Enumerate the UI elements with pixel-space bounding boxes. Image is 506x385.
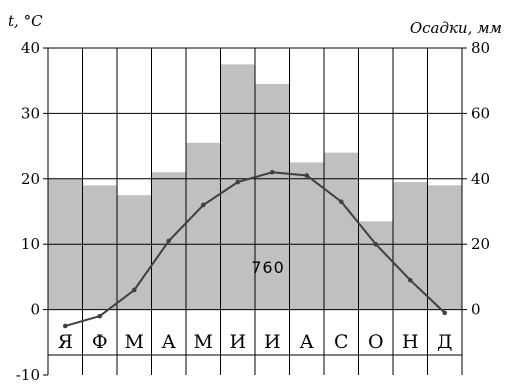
temperature-point [97, 313, 103, 319]
left-tick-label: 10 [21, 235, 40, 253]
temperature-point [269, 169, 275, 175]
precipitation-bar [82, 185, 117, 310]
right-tick-label: 20 [471, 235, 490, 253]
temperature-point [407, 277, 413, 283]
temperature-line-series [62, 169, 448, 329]
right-tick-label: 60 [471, 104, 490, 122]
month-label: М [194, 331, 213, 353]
precipitation-bar [324, 152, 359, 310]
month-label: И [229, 331, 246, 353]
temperature-point [131, 287, 137, 293]
temperature-point [373, 241, 379, 247]
gridlines [43, 47, 467, 376]
precipitation-bar [117, 195, 152, 310]
precipitation-bar [427, 185, 462, 310]
precipitation-bar [289, 162, 324, 310]
temperature-point [166, 238, 172, 244]
month-label: С [334, 331, 349, 353]
temperature-line [65, 171, 446, 327]
temperature-point [200, 202, 206, 208]
month-label: О [368, 331, 384, 353]
month-label: М [125, 331, 144, 353]
temperature-point [62, 323, 68, 329]
month-label: А [300, 331, 315, 353]
precipitation-bar [393, 182, 428, 310]
annual-precipitation-annotation: 760 [251, 258, 285, 277]
right-tick-label: 80 [471, 39, 490, 57]
month-label: Ф [92, 331, 108, 353]
right-tick-label: 0 [471, 301, 481, 319]
month-label: Я [58, 331, 73, 353]
month-label: Н [402, 331, 419, 353]
temperature-point [338, 199, 344, 204]
left-tick-label: 20 [21, 170, 40, 188]
precipitation-bar [186, 142, 221, 310]
right-axis-title: Осадки, мм [410, 19, 502, 37]
month-label: Д [437, 331, 452, 353]
left-axis-title: t, °C [8, 12, 43, 30]
precipitation-bars [48, 64, 462, 310]
left-tick-label: 40 [21, 39, 40, 57]
month-label: И [264, 331, 281, 353]
temperature-point [442, 310, 448, 316]
temperature-point [235, 179, 241, 185]
precipitation-bar [255, 83, 290, 310]
precipitation-bar [358, 221, 393, 310]
right-tick-label: 40 [471, 170, 490, 188]
month-label: А [162, 331, 177, 353]
left-tick-label: -10 [16, 366, 40, 384]
left-tick-label: 0 [30, 301, 40, 319]
left-tick-label: 30 [21, 104, 40, 122]
precipitation-bar [220, 64, 255, 310]
temperature-point [304, 173, 310, 178]
